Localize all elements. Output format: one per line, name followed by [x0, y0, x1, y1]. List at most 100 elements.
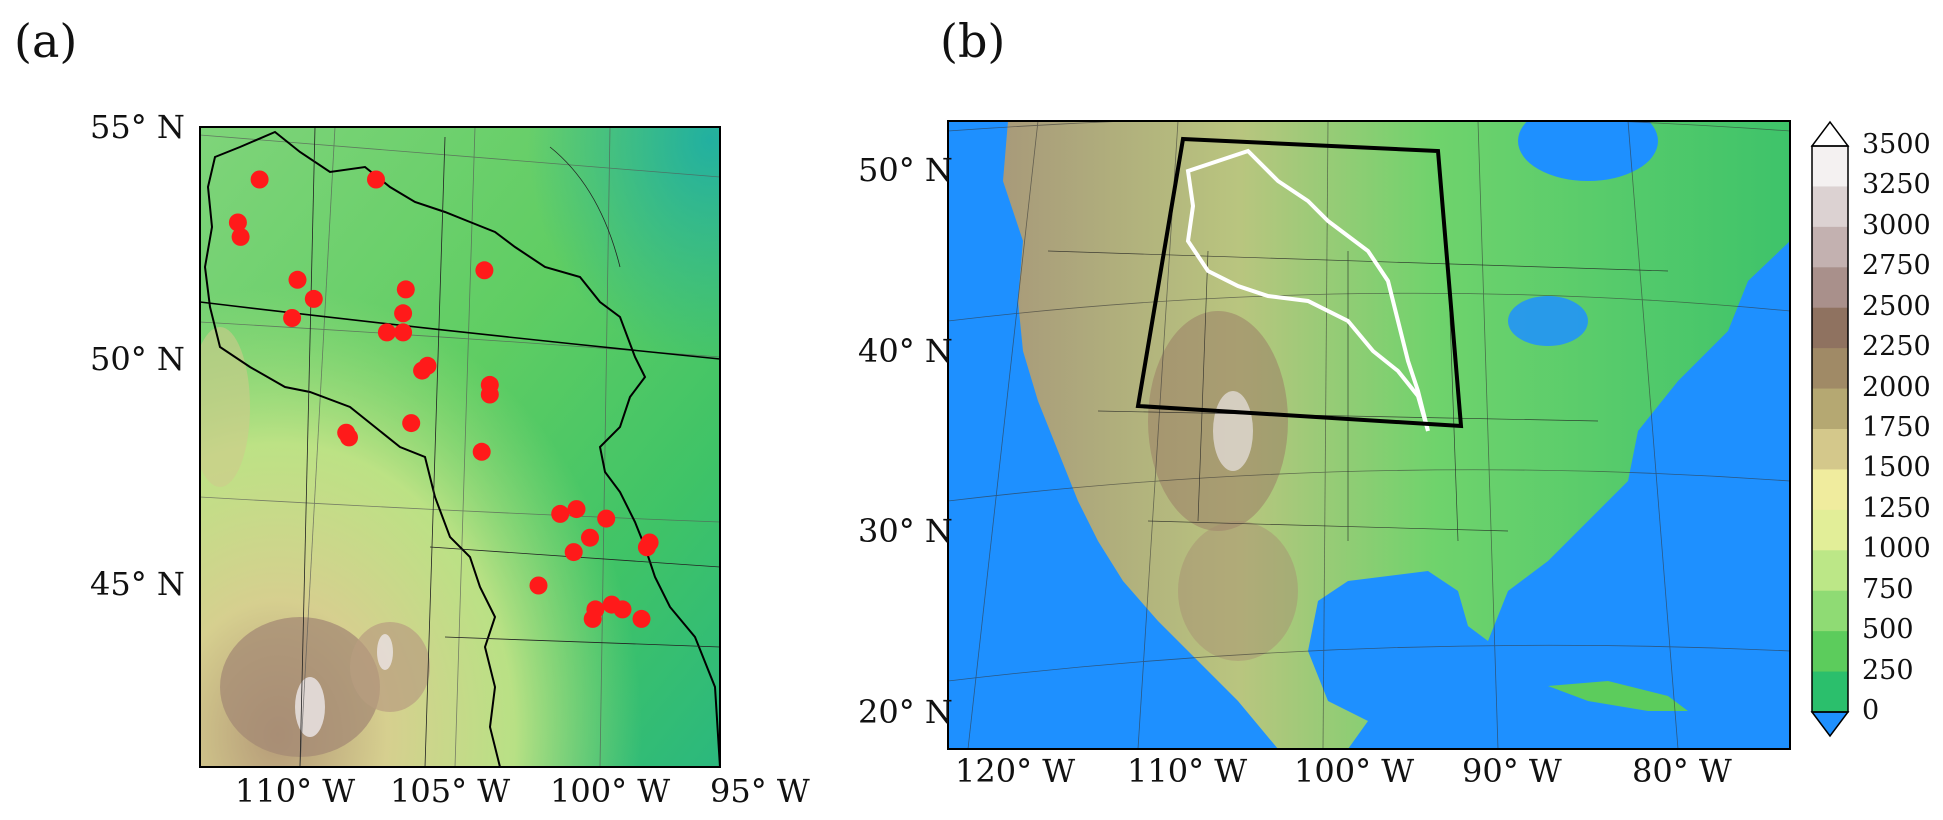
colorbar-frame — [1811, 145, 1849, 713]
station-marker — [480, 385, 499, 404]
lat-label: 50° N — [90, 340, 185, 378]
colorbar-segment — [1812, 631, 1848, 673]
snow-peak — [377, 634, 393, 670]
station-marker — [402, 414, 421, 433]
station-marker — [283, 309, 302, 327]
station-marker — [394, 304, 413, 323]
mountain-range — [350, 622, 430, 712]
station-marker — [529, 576, 548, 595]
north-america-land — [1003, 121, 1790, 749]
basin-outline — [1185, 148, 1430, 432]
colorbar-tick-label: 3250 — [1862, 169, 1931, 201]
station-marker — [377, 323, 396, 342]
lon-label: 90° W — [1462, 752, 1562, 790]
colorbar-tick-label: 1500 — [1862, 452, 1931, 484]
station-marker — [567, 500, 586, 519]
colorbar-segment — [1812, 429, 1848, 470]
basin-boundary — [203, 130, 720, 767]
map-frame — [199, 126, 721, 768]
great-lakes — [1508, 296, 1588, 346]
colorbar-segments — [1812, 146, 1848, 713]
colorbar-over-arrow — [1810, 120, 1850, 147]
colorbar-segment — [1812, 671, 1848, 713]
station-marker — [304, 289, 323, 308]
station-marker — [228, 213, 247, 232]
lon-label: 100° W — [550, 772, 671, 810]
station-marker — [640, 533, 659, 552]
colorbar-segment — [1812, 590, 1848, 632]
lon-label: 110° W — [1127, 752, 1248, 790]
colorbar-segment — [1812, 469, 1848, 511]
lat-label: 20° N — [858, 693, 953, 731]
station-marker — [367, 170, 385, 189]
snow-peak — [1213, 391, 1253, 471]
colorbar-tick-label: 0 — [1862, 695, 1880, 726]
colorbar-segment — [1812, 146, 1848, 187]
colorbar-tick-label: 750 — [1862, 573, 1914, 605]
station-marker — [472, 442, 491, 461]
lat-label: 40° N — [858, 332, 953, 370]
lat-label: 55° N — [90, 108, 185, 146]
graticule — [948, 121, 1790, 749]
colorbar-tick-label: 500 — [1862, 614, 1914, 646]
station-marker — [231, 227, 250, 246]
station-marker — [394, 323, 413, 342]
lon-label: 120° W — [955, 752, 1076, 790]
panel-b-map — [947, 120, 1791, 750]
colorbar-tick-label: 2500 — [1862, 290, 1931, 322]
colorbar-tick-label: 3000 — [1862, 209, 1931, 241]
lon-label: 100° W — [1294, 752, 1415, 790]
colorbar-segment — [1812, 307, 1848, 349]
station-marker — [340, 428, 358, 447]
colorbar-segment — [1812, 388, 1848, 430]
station-marker — [396, 280, 415, 299]
colorbar-segment — [1812, 267, 1848, 309]
map-frame — [947, 120, 1791, 750]
colorbar-tick-label: 2750 — [1862, 250, 1931, 282]
lon-label: 105° W — [390, 772, 511, 810]
station-marker — [413, 361, 432, 380]
cuba — [1548, 681, 1688, 711]
lat-label: 30° N — [858, 512, 953, 550]
stations — [228, 170, 659, 628]
intl-border — [200, 301, 720, 360]
lon-label: 95° W — [710, 772, 810, 810]
colorbar-tick-label: 1000 — [1862, 533, 1931, 565]
station-marker — [564, 543, 583, 562]
colorbar-tick-label: 250 — [1862, 654, 1914, 686]
colorbar — [1810, 120, 1850, 738]
mexican-plateau — [1178, 521, 1298, 661]
station-marker — [551, 504, 570, 523]
colorbar-segment — [1812, 186, 1848, 228]
station-marker — [581, 528, 599, 547]
station-marker — [632, 609, 651, 628]
station-marker — [613, 600, 632, 619]
state-borders — [1047, 250, 1669, 542]
panel-a-map — [199, 126, 721, 768]
colorbar-segment — [1812, 550, 1848, 592]
study-domain-box — [1135, 136, 1464, 429]
colorbar-under-arrow — [1810, 711, 1850, 738]
colorbar-tick-label: 2250 — [1862, 331, 1931, 363]
lon-label: 110° W — [235, 772, 356, 810]
colorbar-tick-label: 1750 — [1862, 412, 1931, 443]
lat-label: 45° N — [90, 565, 185, 603]
panel-a-label: (a) — [14, 14, 78, 68]
station-marker — [250, 170, 269, 189]
lon-label: 80° W — [1632, 752, 1732, 790]
colorbar-tick-label: 3500 — [1862, 129, 1931, 160]
station-marker — [597, 509, 616, 528]
snow-peak — [295, 677, 325, 737]
colorbar-tick-label: 1250 — [1862, 492, 1931, 524]
colorbar-segment — [1812, 509, 1848, 551]
colorbar-segment — [1812, 226, 1848, 268]
station-marker — [288, 270, 307, 289]
panel-b-label: (b) — [940, 14, 1006, 68]
hudson-bay — [1518, 121, 1658, 181]
colorbar-segment — [1812, 348, 1848, 390]
lat-label: 50° N — [858, 151, 953, 189]
hills — [200, 327, 250, 487]
colorbar-tick-label: 2000 — [1862, 371, 1931, 403]
station-marker — [475, 261, 494, 280]
station-marker — [583, 609, 602, 628]
